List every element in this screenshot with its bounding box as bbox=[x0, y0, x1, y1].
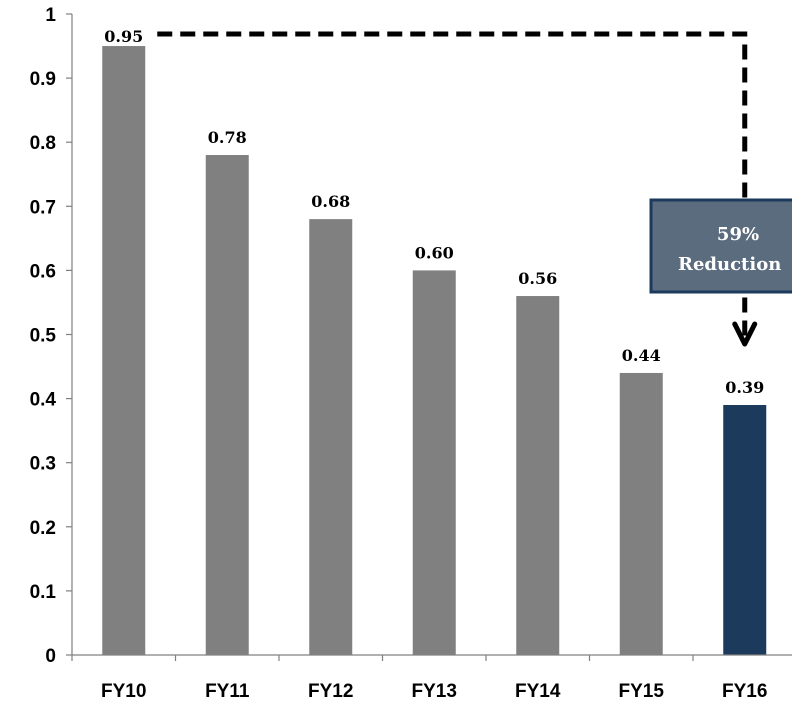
data-label-fy13: 0.60 bbox=[415, 243, 454, 262]
x-tick-label: FY13 bbox=[412, 681, 457, 701]
bar-fy13 bbox=[412, 270, 456, 655]
data-label-fy15: 0.44 bbox=[622, 346, 661, 365]
reduction-percent-text: 59% bbox=[717, 224, 759, 245]
y-tick-label: 0 bbox=[45, 646, 56, 667]
bar-fy16 bbox=[723, 405, 767, 655]
bar-fy15 bbox=[619, 372, 663, 655]
x-tick-label: FY11 bbox=[205, 681, 250, 701]
y-tick-label: 0.5 bbox=[30, 326, 57, 347]
bar-fy11 bbox=[205, 155, 249, 655]
data-label-fy16: 0.39 bbox=[725, 378, 764, 397]
x-tick-label: FY16 bbox=[722, 681, 767, 701]
reduction-annotation: 59% Reduction bbox=[157, 31, 792, 347]
y-tick-label: 0.1 bbox=[30, 582, 57, 603]
x-tick-label: FY10 bbox=[101, 681, 146, 701]
x-tick-label: FY12 bbox=[308, 681, 353, 701]
data-labels-group: 0.95 0.78 0.68 0.60 0.56 0.44 0.39 bbox=[104, 27, 764, 397]
y-tick-label: 0.7 bbox=[30, 197, 56, 218]
y-tick-label: 0.9 bbox=[30, 69, 56, 90]
y-tick-label: 0.4 bbox=[30, 390, 57, 411]
bar-fy10 bbox=[102, 46, 146, 656]
data-label-fy14: 0.56 bbox=[518, 269, 557, 288]
data-label-fy12: 0.68 bbox=[311, 192, 350, 211]
arrow-down-icon bbox=[732, 321, 758, 347]
y-ticks-group: 0 0.1 0.2 0.3 0.4 0.5 0.6 0.7 0.8 0.9 1 bbox=[30, 5, 72, 667]
y-tick-label: 1 bbox=[45, 5, 56, 26]
bar-fy14 bbox=[516, 296, 560, 655]
x-tick-label: FY14 bbox=[515, 681, 561, 701]
bar-fy12 bbox=[309, 219, 353, 655]
bars-group bbox=[102, 46, 767, 656]
x-ticks-group: FY10 FY11 FY12 FY13 FY14 FY15 FY16 bbox=[71, 655, 767, 701]
x-tick-label: FY15 bbox=[619, 681, 665, 701]
y-tick-label: 0.8 bbox=[30, 133, 56, 154]
y-tick-label: 0.2 bbox=[30, 518, 56, 539]
data-label-fy11: 0.78 bbox=[208, 128, 247, 147]
reduction-label-text: Reduction bbox=[678, 254, 781, 275]
data-label-fy10: 0.95 bbox=[104, 27, 143, 46]
y-tick-label: 0.6 bbox=[30, 261, 56, 282]
y-tick-label: 0.3 bbox=[30, 454, 56, 475]
reduction-callout-box bbox=[649, 198, 792, 294]
